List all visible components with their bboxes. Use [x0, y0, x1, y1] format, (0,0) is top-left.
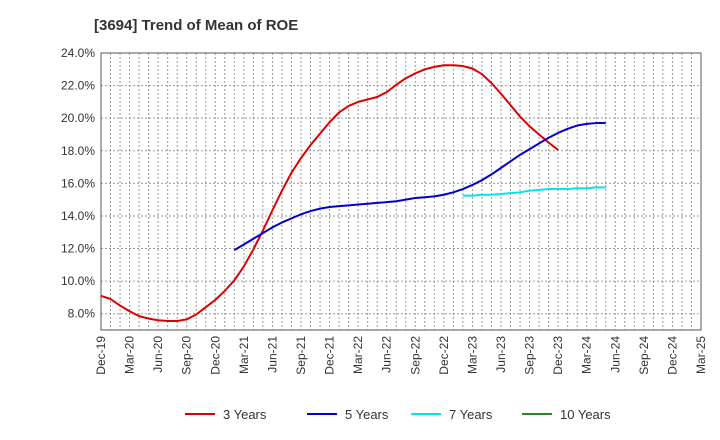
series-line: [100, 64, 559, 323]
legend-label: 10 Years: [560, 407, 611, 422]
x-tick-label: Sep-21: [294, 336, 308, 375]
y-tick-label: 16.0%: [61, 176, 95, 190]
x-tick-label: Mar-20: [123, 336, 137, 374]
y-tick-label: 14.0%: [61, 209, 95, 223]
y-tick-label: 20.0%: [61, 111, 95, 125]
x-tick-label: Jun-24: [608, 336, 622, 373]
y-tick-label: 22.0%: [61, 79, 95, 93]
x-tick-label: Jun-22: [380, 336, 394, 373]
y-tick-label: 12.0%: [61, 242, 95, 256]
x-tick-label: Mar-23: [465, 336, 479, 374]
series-line: [462, 186, 606, 197]
x-axis-ticks: Dec-19 Mar-20 Jun-20 Sep-20 Dec-20 Mar-21 Jun-…: [94, 336, 708, 375]
grid-lines: [101, 52, 701, 330]
x-tick-label: Mar-21: [237, 336, 251, 374]
x-tick-label: Dec-20: [208, 336, 222, 375]
x-tick-label: Jun-23: [494, 336, 508, 373]
x-tick-label: Dec-22: [437, 336, 451, 375]
y-tick-label: 24.0%: [61, 46, 95, 60]
legend-label: 3 Years: [223, 407, 267, 422]
legend-label: 7 Years: [449, 407, 493, 422]
x-tick-label: Jun-20: [151, 336, 165, 373]
x-tick-label: Dec-24: [665, 336, 679, 375]
x-tick-label: Sep-24: [637, 336, 651, 375]
x-tick-label: Sep-22: [408, 336, 422, 375]
series-lines: [100, 64, 606, 323]
series-line: [233, 122, 606, 252]
x-tick-label: Mar-24: [580, 336, 594, 374]
y-tick-label: 8.0%: [68, 307, 96, 321]
x-tick-label: Dec-23: [551, 336, 565, 375]
x-tick-label: Mar-25: [694, 336, 708, 374]
x-tick-label: Sep-23: [523, 336, 537, 375]
legend: 3 Years 5 Years 7 Years 10 Years: [185, 407, 611, 422]
legend-label: 5 Years: [345, 407, 389, 422]
x-tick-label: Jun-21: [265, 336, 279, 373]
chart-title: [3694] Trend of Mean of ROE: [94, 17, 298, 34]
x-tick-label: Sep-20: [180, 336, 194, 375]
y-axis-ticks: 8.0% 10.0% 12.0% 14.0% 16.0% 18.0% 20.0% 22.0% 2…: [61, 46, 95, 321]
plot-area: [100, 52, 702, 331]
x-tick-label: Dec-19: [94, 336, 108, 375]
x-tick-label: Dec-21: [323, 336, 337, 375]
y-tick-label: 18.0%: [61, 144, 95, 158]
y-tick-label: 10.0%: [61, 274, 95, 288]
x-tick-label: Mar-22: [351, 336, 365, 374]
